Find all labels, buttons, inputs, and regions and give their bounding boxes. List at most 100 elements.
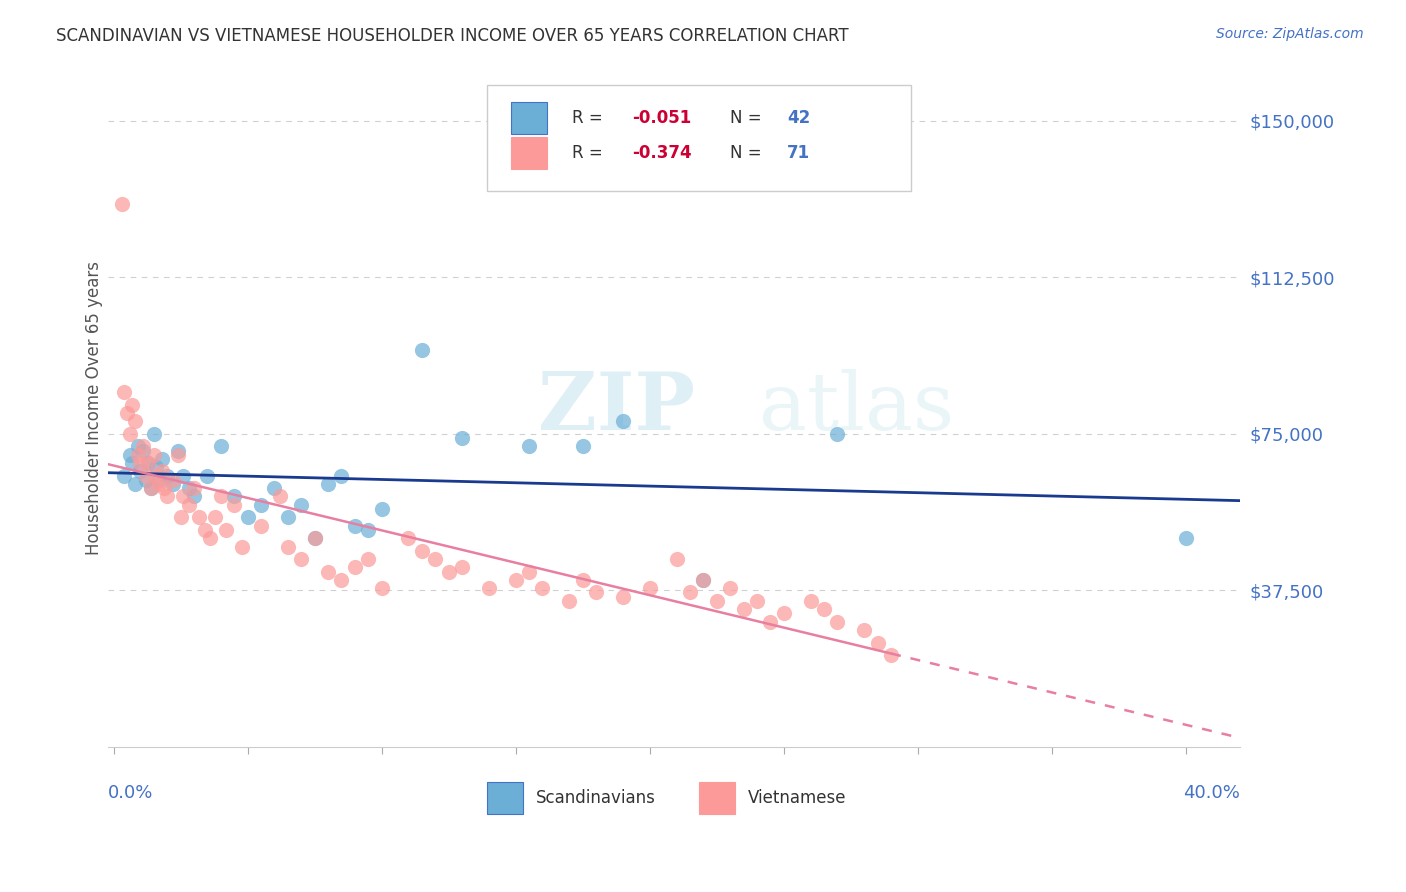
Point xyxy=(745,594,768,608)
Point xyxy=(135,473,157,487)
Point xyxy=(162,476,184,491)
Text: 40.0%: 40.0% xyxy=(1182,784,1240,802)
Point xyxy=(132,439,155,453)
Point xyxy=(127,448,149,462)
Point xyxy=(150,451,173,466)
Point xyxy=(277,540,299,554)
Y-axis label: Householder Income Over 65 years: Householder Income Over 65 years xyxy=(86,260,103,555)
Point xyxy=(121,456,143,470)
Point xyxy=(316,476,339,491)
Point xyxy=(451,431,474,445)
Point xyxy=(612,414,634,428)
Text: N =: N = xyxy=(731,109,768,127)
Point xyxy=(139,481,162,495)
Point xyxy=(172,468,194,483)
Point xyxy=(330,573,353,587)
Point xyxy=(209,490,232,504)
Point xyxy=(142,426,165,441)
Point xyxy=(142,448,165,462)
Point xyxy=(124,476,146,491)
Text: N =: N = xyxy=(731,145,768,162)
Point xyxy=(183,490,205,504)
Point xyxy=(150,464,173,478)
Text: 71: 71 xyxy=(787,145,810,162)
Point xyxy=(880,648,903,662)
Point xyxy=(236,510,259,524)
Point xyxy=(263,481,285,495)
Point xyxy=(277,510,299,524)
Text: atlas: atlas xyxy=(759,368,953,447)
Point xyxy=(800,594,823,608)
Point xyxy=(411,543,433,558)
Point xyxy=(505,573,527,587)
Point xyxy=(209,439,232,453)
Point xyxy=(733,602,755,616)
Point xyxy=(167,448,190,462)
Text: -0.051: -0.051 xyxy=(633,109,692,127)
Point xyxy=(517,439,540,453)
Text: R =: R = xyxy=(572,109,607,127)
Point xyxy=(156,490,179,504)
Point xyxy=(112,385,135,400)
Point xyxy=(145,468,167,483)
Point xyxy=(692,573,714,587)
Point xyxy=(531,581,554,595)
Point xyxy=(118,448,141,462)
Point xyxy=(177,481,200,495)
Text: Source: ZipAtlas.com: Source: ZipAtlas.com xyxy=(1216,27,1364,41)
Point xyxy=(112,468,135,483)
Point xyxy=(370,581,392,595)
Point xyxy=(827,615,849,629)
FancyBboxPatch shape xyxy=(488,86,911,191)
Point xyxy=(127,439,149,453)
FancyBboxPatch shape xyxy=(488,782,523,814)
Point xyxy=(153,481,176,495)
Point xyxy=(250,498,273,512)
Point xyxy=(638,581,661,595)
Point xyxy=(571,573,593,587)
Point xyxy=(195,468,218,483)
Point xyxy=(706,594,728,608)
Point xyxy=(343,518,366,533)
Point xyxy=(718,581,741,595)
Point xyxy=(759,615,782,629)
Point xyxy=(665,552,688,566)
Point xyxy=(827,426,849,441)
Text: Scandinavians: Scandinavians xyxy=(536,789,655,806)
Point xyxy=(145,460,167,475)
FancyBboxPatch shape xyxy=(510,102,547,134)
Point xyxy=(115,406,138,420)
Point xyxy=(224,490,246,504)
Point xyxy=(304,531,326,545)
Point xyxy=(290,498,312,512)
Text: 0.0%: 0.0% xyxy=(108,784,153,802)
Point xyxy=(129,464,152,478)
Point xyxy=(866,635,889,649)
Text: -0.374: -0.374 xyxy=(633,145,692,162)
Point xyxy=(679,585,702,599)
Text: R =: R = xyxy=(572,145,607,162)
Point xyxy=(398,531,420,545)
Point xyxy=(169,510,191,524)
Point xyxy=(517,565,540,579)
Point xyxy=(250,518,273,533)
Text: Vietnamese: Vietnamese xyxy=(748,789,846,806)
Point xyxy=(204,510,226,524)
Point xyxy=(269,490,291,504)
Point xyxy=(167,443,190,458)
Point xyxy=(370,502,392,516)
Point xyxy=(148,473,170,487)
Point xyxy=(316,565,339,579)
Point xyxy=(478,581,501,595)
Point xyxy=(110,197,132,211)
Point xyxy=(118,426,141,441)
Point xyxy=(343,560,366,574)
Point xyxy=(451,560,474,574)
Point xyxy=(138,456,160,470)
Point xyxy=(135,468,157,483)
Text: SCANDINAVIAN VS VIETNAMESE HOUSEHOLDER INCOME OVER 65 YEARS CORRELATION CHART: SCANDINAVIAN VS VIETNAMESE HOUSEHOLDER I… xyxy=(56,27,849,45)
Point xyxy=(124,414,146,428)
FancyBboxPatch shape xyxy=(699,782,735,814)
Point xyxy=(198,531,221,545)
Point xyxy=(357,523,380,537)
